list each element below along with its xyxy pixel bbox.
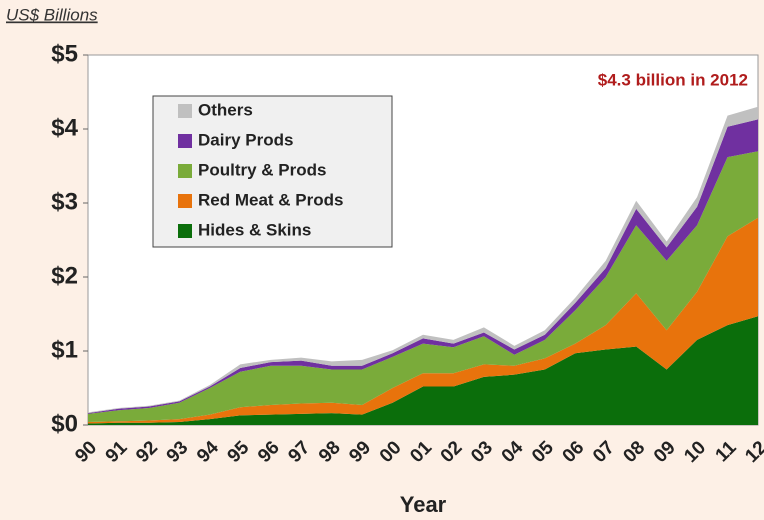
legend-swatch	[178, 134, 192, 148]
x-tick-label: 12	[741, 437, 764, 467]
x-tick-label: 96	[254, 437, 284, 467]
x-tick-label: 10	[680, 437, 710, 467]
y-tick-label: $0	[51, 410, 78, 437]
legend-swatch	[178, 194, 192, 208]
x-tick-label: 05	[528, 437, 558, 467]
x-tick-label: 94	[193, 437, 223, 467]
x-tick-label: 08	[619, 437, 649, 467]
x-tick-label: 99	[345, 437, 375, 467]
x-axis-label: Year	[400, 492, 447, 517]
area	[88, 151, 758, 423]
y-tick-label: $5	[51, 40, 78, 67]
legend	[152, 95, 393, 248]
x-tick-label: 06	[559, 437, 589, 467]
legend-swatch	[178, 224, 192, 238]
legend-label: Hides & Skins	[198, 220, 311, 239]
legend-label: Poultry & Prods	[198, 160, 326, 179]
x-tick-label: 03	[467, 437, 497, 467]
legend-label: Red Meat & Prods	[198, 190, 343, 209]
y-tick-label: $4	[51, 114, 78, 141]
legend-swatch	[178, 164, 192, 178]
area	[88, 316, 758, 425]
area	[88, 217, 758, 424]
y-tick-label: $1	[51, 336, 78, 363]
legend-swatch	[178, 104, 192, 118]
chart-title: US$ Billions	[6, 5, 98, 24]
x-tick-label: 01	[406, 437, 436, 467]
legend-label: Others	[198, 100, 253, 119]
legend-label: Dairy Prods	[198, 130, 293, 149]
x-tick-label: 07	[589, 437, 619, 467]
x-tick-label: 98	[315, 437, 345, 467]
x-tick-label: 93	[163, 437, 193, 467]
x-tick-label: 00	[376, 437, 406, 467]
y-tick-label: $3	[51, 188, 78, 215]
x-tick-label: 09	[650, 437, 680, 467]
x-tick-label: 91	[102, 437, 132, 467]
x-tick-label: 95	[224, 437, 254, 467]
x-tick-label: 02	[437, 437, 467, 467]
x-tick-label: 97	[284, 437, 314, 467]
x-tick-label: 90	[71, 437, 101, 467]
y-tick-label: $2	[51, 262, 78, 289]
x-tick-label: 11	[712, 437, 741, 466]
x-tick-label: 92	[132, 437, 162, 467]
annotation: $4.3 billion in 2012	[598, 70, 748, 89]
x-tick-label: 04	[498, 437, 528, 467]
